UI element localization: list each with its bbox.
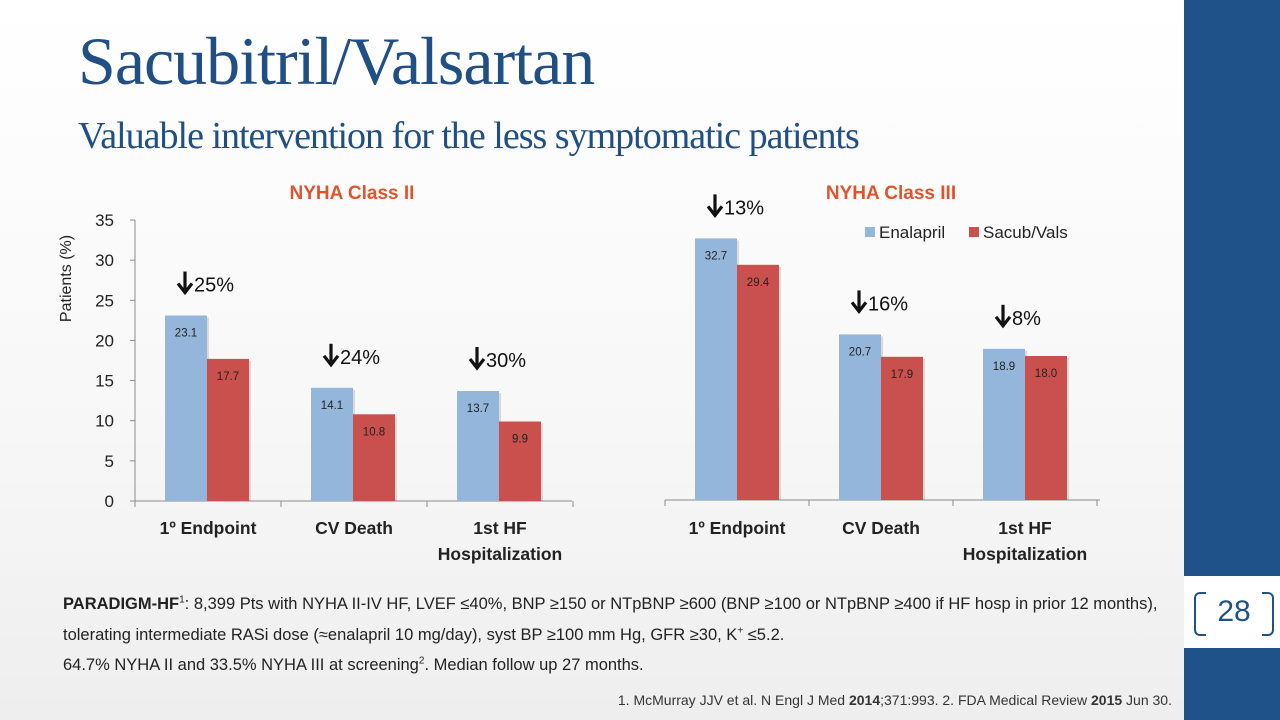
y-axis-label: Patients (%)	[58, 235, 75, 322]
chart-title: NYHA Class II	[290, 183, 415, 204]
study-criteria: : 8,399 Pts with NYHA II-IV HF, LVEF ≤40…	[63, 595, 1158, 644]
legend-label: Sacub/Vals	[983, 223, 1068, 242]
reference-part: 1. McMurray JJV et al. N Engl J Med	[617, 692, 849, 708]
bar-sacub-vals	[353, 414, 395, 501]
reduction-annotation: 30%	[486, 350, 526, 372]
references: 1. McMurray JJV et al. N Engl J Med 2014…	[618, 692, 1172, 708]
down-arrow-icon	[468, 347, 486, 371]
slide-title: Sacubitril/Valsartan	[78, 23, 595, 99]
data-label: 17.7	[217, 371, 239, 383]
screening-text: 64.7% NYHA II and 33.5% NYHA III at scre…	[63, 656, 419, 675]
left-bracket-icon	[1194, 592, 1206, 636]
legend-swatch-enalapril	[865, 227, 875, 237]
reduction-annotation: 25%	[194, 275, 234, 297]
study-footnote: PARADIGM-HF1: 8,399 Pts with NYHA II-IV …	[63, 589, 1178, 681]
x-category-label: Hospitalization	[438, 544, 562, 564]
bar-enalapril	[165, 315, 207, 501]
x-category-label: CV Death	[842, 518, 920, 538]
x-category-label: 1º Endpoint	[689, 518, 786, 538]
data-label: 10.8	[363, 426, 385, 438]
slide-subtitle: Valuable intervention for the less sympt…	[78, 115, 860, 157]
reduction-annotation: 16%	[868, 293, 908, 315]
down-arrow-icon	[850, 290, 868, 315]
reduction-annotation: 13%	[724, 197, 764, 219]
study-ref-sup: 1	[179, 594, 185, 606]
bar-sacub-vals	[207, 358, 249, 501]
y-tick-label: 5	[105, 452, 114, 471]
charts-canvas: NYHA Class II 0 5 10 15 20 25 30 35 Patients (%) 2…	[58, 183, 1100, 564]
data-label: 29.4	[747, 277, 770, 289]
right-bracket-icon	[1262, 592, 1274, 636]
bar-enalapril	[311, 387, 353, 501]
down-arrow-icon	[706, 194, 724, 219]
data-label: 13.7	[467, 403, 489, 415]
study-name: PARADIGM-HF	[63, 595, 180, 613]
legend-label: Enalapril	[879, 223, 945, 242]
data-label: 32.7	[705, 250, 727, 262]
x-category-label: CV Death	[315, 518, 393, 538]
data-label: 18.9	[993, 361, 1015, 373]
bar-enalapril	[839, 334, 881, 500]
down-arrow-icon	[994, 304, 1012, 329]
x-category-label: 1º Endpoint	[160, 518, 257, 538]
reference-part: Jun 30.	[1122, 692, 1172, 708]
data-label: 9.9	[512, 434, 528, 446]
page-number-text: 28	[1217, 595, 1251, 628]
y-tick-label: 10	[95, 412, 114, 431]
reduction-annotation: 24%	[340, 347, 380, 369]
reference-part: ;371:993. 2. FDA Medical Review	[880, 692, 1092, 708]
bar-enalapril	[457, 391, 499, 501]
study-criteria-end: ≤5.2.	[743, 625, 785, 644]
y-tick-label: 20	[95, 331, 114, 350]
chart-title: NYHA Class III	[826, 183, 956, 204]
down-arrow-icon	[322, 343, 340, 368]
page-number-box	[1184, 576, 1280, 648]
bar-enalapril	[983, 348, 1025, 500]
down-arrow-icon	[176, 271, 194, 296]
bar-sacub-vals	[1025, 356, 1067, 500]
y-tick-label: 15	[95, 372, 114, 391]
data-label: 14.1	[321, 400, 343, 412]
x-category-label: Hospitalization	[963, 544, 1087, 564]
data-label: 23.1	[175, 328, 197, 340]
x-category-label: 1st HF	[998, 518, 1052, 538]
screening-ref-sup: 2	[418, 655, 425, 667]
legend-swatch-sacub-vals	[969, 227, 979, 237]
followup-text: . Median follow up 27 months.	[424, 656, 644, 675]
y-tick-label: 30	[95, 251, 114, 270]
bar-sacub-vals	[737, 264, 779, 500]
bar-enalapril	[695, 238, 737, 500]
y-tick-label: 35	[95, 211, 114, 230]
reference-year: 2015	[1091, 692, 1123, 708]
data-label: 20.7	[849, 346, 871, 358]
x-category-label: 1st HF	[473, 518, 527, 538]
y-tick-label: 25	[95, 291, 114, 310]
bar-sacub-vals	[499, 421, 541, 501]
data-label: 17.9	[891, 369, 913, 381]
reduction-annotation: 8%	[1012, 308, 1041, 330]
y-tick-label: 0	[105, 492, 114, 511]
page-number: 28	[1194, 588, 1274, 636]
data-label: 18.0	[1035, 368, 1057, 380]
potassium-sup: +	[737, 625, 744, 637]
reference-year: 2014	[848, 692, 881, 708]
bar-sacub-vals	[881, 356, 923, 500]
